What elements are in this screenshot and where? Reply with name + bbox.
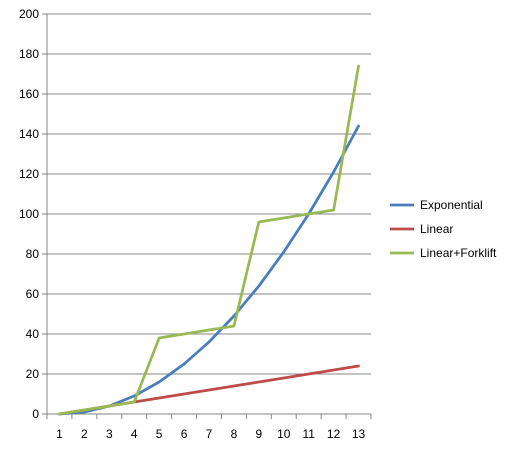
x-tick-label: 12 [327,427,341,441]
x-tick-label: 10 [277,427,291,441]
y-tick-label: 40 [26,327,40,341]
x-tick-label: 3 [106,427,113,441]
y-axis-tick-labels: 0 20 40 60 80 100 120 140 160 180 200 [19,7,39,421]
series-line-linear-forklift [58,64,360,416]
x-tick-label: 1 [56,427,63,441]
y-tick-label: 200 [19,7,39,21]
y-tick-label: 140 [19,127,39,141]
y-tick-label: 120 [19,167,39,181]
y-tick-label: 160 [19,87,39,101]
x-axis-tick-labels: 1 2 3 4 5 6 7 8 9 10 11 12 13 [56,427,365,441]
y-tick-label: 20 [26,367,40,381]
legend-label-exponential: Exponential [420,198,483,212]
x-tick-label: 5 [156,427,163,441]
series-line-exponential [58,124,360,416]
series-lines [58,64,360,416]
x-tick-label: 2 [81,427,88,441]
axes [42,13,372,419]
legend: Exponential Linear Linear+Forklift [390,198,497,260]
x-tick-label: 11 [302,427,315,441]
x-tick-label: 13 [352,427,366,441]
x-tick-label: 8 [231,427,238,441]
y-tick-label: 60 [26,287,40,301]
x-tick-label: 7 [206,427,213,441]
y-tick-label: 180 [19,47,39,61]
y-tick-label: 80 [26,247,40,261]
x-tick-label: 6 [181,427,188,441]
legend-label-linear-forklift: Linear+Forklift [420,246,497,260]
gridlines [47,13,371,375]
x-tick-label: 4 [131,427,138,441]
legend-label-linear: Linear [420,222,453,236]
y-tick-label: 100 [19,207,39,221]
y-tick-label: 0 [32,407,39,421]
x-tick-label: 9 [256,427,263,441]
